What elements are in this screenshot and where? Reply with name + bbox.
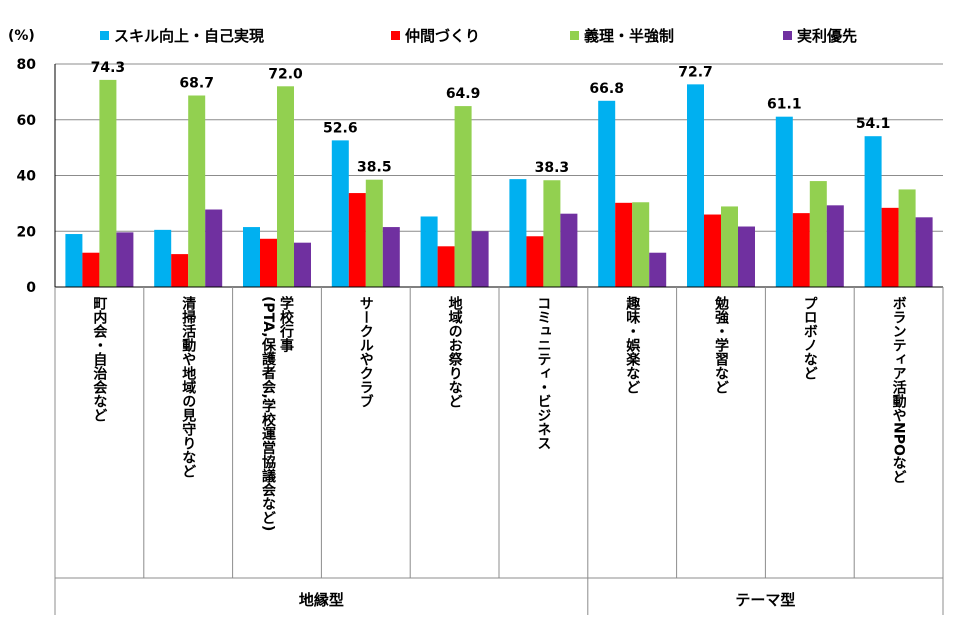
legend-swatch	[570, 31, 579, 40]
bar	[826, 205, 844, 287]
bar	[65, 234, 83, 287]
bar	[277, 86, 294, 287]
bar	[260, 238, 277, 287]
bar	[188, 95, 206, 287]
bar	[509, 179, 527, 287]
bar	[454, 106, 472, 287]
bar	[331, 140, 349, 287]
category-label: 趣味・娯楽など	[624, 295, 641, 394]
data-label: 72.0	[268, 66, 303, 82]
data-label: 64.9	[446, 86, 481, 102]
category-label: 勉強・学習など	[713, 295, 730, 394]
group-label: 地縁型	[299, 591, 344, 609]
y-unit-label: (%)	[8, 28, 35, 44]
category-label: 学校行事	[278, 295, 295, 353]
data-label: 68.7	[179, 75, 214, 91]
y-axis: 0 20 40 60 80	[17, 57, 56, 296]
legend-swatch	[783, 31, 792, 40]
bar	[881, 207, 899, 287]
legend-label: スキル向上・自己実現	[114, 27, 264, 45]
category-label: 清掃活動や地域の見守りなど	[180, 295, 197, 478]
category-label: コミュニティ・ビジネス	[535, 296, 551, 450]
bar	[615, 202, 633, 287]
bar	[560, 213, 578, 287]
bar	[738, 226, 755, 287]
bar	[649, 252, 667, 287]
bar	[687, 84, 704, 287]
bar	[154, 229, 172, 287]
bars	[65, 79, 933, 287]
bar	[420, 216, 438, 287]
legend-label: 仲間づくり	[405, 27, 480, 45]
bar	[775, 116, 793, 287]
legend-swatch	[100, 31, 109, 40]
bar	[864, 136, 882, 287]
category-label: プロボノなど	[802, 296, 818, 380]
data-label: 38.3	[535, 160, 570, 176]
bar	[205, 209, 223, 287]
bar	[632, 202, 650, 287]
group-label: テーマ型	[735, 591, 795, 609]
bar	[437, 246, 455, 287]
bar	[526, 236, 544, 287]
bar	[704, 214, 721, 287]
category-label: 地域のお祭りなど	[447, 295, 464, 408]
bar	[116, 232, 134, 287]
bar	[348, 193, 366, 287]
bar	[294, 242, 311, 287]
y-tick-label: 0	[26, 280, 36, 296]
bar	[82, 252, 100, 287]
category-label: サークルやクラブ	[358, 296, 374, 408]
legend-label: 実利優先	[797, 27, 857, 45]
bar	[471, 231, 489, 287]
category-label: 町内会・自治会など	[91, 296, 107, 422]
y-tick-label: 60	[17, 113, 37, 129]
y-tick-label: 40	[17, 169, 37, 185]
bar	[171, 254, 189, 287]
data-label: 72.7	[678, 64, 713, 80]
bar	[243, 227, 260, 287]
legend: スキル向上・自己実現 仲間づくり 義理・半強制 実利優先	[100, 27, 857, 45]
legend-label: 義理・半強制	[584, 27, 674, 45]
bar	[99, 79, 117, 287]
bar	[543, 180, 561, 287]
bar	[721, 206, 738, 287]
legend-swatch	[391, 31, 400, 40]
category-label: ボランティア活動やNPOなど	[891, 296, 907, 484]
category-label: (PTA,保護者会,学校運営協議会など)	[260, 296, 277, 531]
data-label: 52.6	[323, 120, 358, 136]
y-tick-label: 20	[17, 224, 37, 240]
bar	[915, 217, 933, 287]
data-label: 61.1	[767, 97, 802, 113]
bar	[598, 100, 616, 287]
bar	[365, 179, 383, 287]
bar	[898, 189, 916, 287]
y-tick-label: 80	[17, 57, 37, 73]
bar	[382, 227, 400, 287]
data-labels: 74.3 68.7 72.0 52.6 38.5 64.9 38.3 66.8 72.7 61.1…	[91, 60, 891, 176]
data-label: 74.3	[91, 60, 126, 76]
bar	[809, 181, 827, 287]
data-label: 66.8	[589, 81, 624, 97]
data-label: 38.5	[357, 160, 392, 176]
bar	[792, 213, 810, 287]
data-label: 54.1	[856, 116, 891, 132]
x-axis: 町内会・自治会など 清掃活動や地域の見守りなど 学校行事(PTA,保護者会,学校運営…	[54, 286, 944, 615]
